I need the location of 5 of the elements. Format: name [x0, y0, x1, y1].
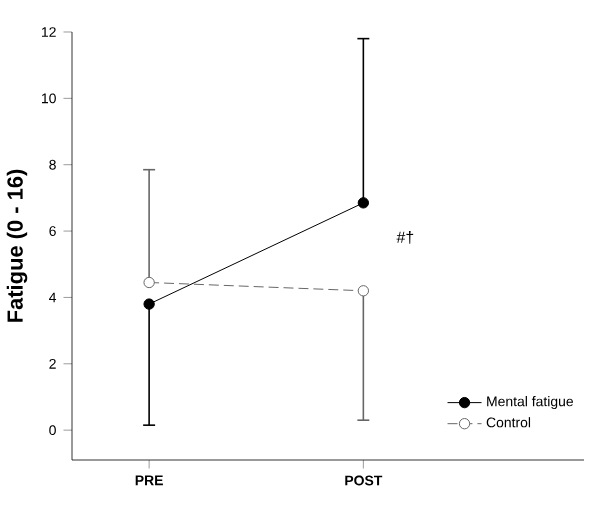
point: [143, 298, 155, 310]
point: [357, 285, 370, 297]
point: [357, 197, 370, 209]
y-axis-title: Fatigue (0 - 16): [6, 169, 28, 322]
point: [143, 276, 155, 289]
